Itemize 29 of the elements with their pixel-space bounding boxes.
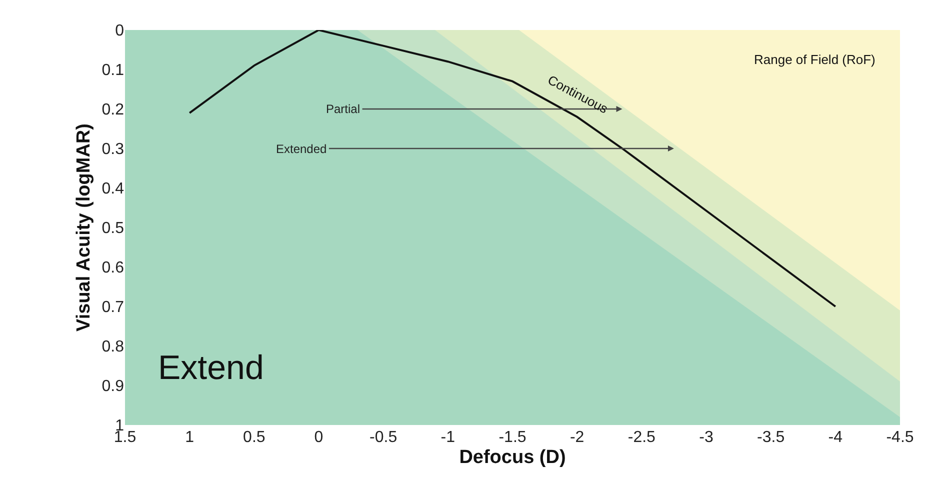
x-tick-label: -4	[828, 429, 843, 446]
line-series	[188, 30, 836, 308]
y-tick-label: 0.7	[102, 299, 124, 316]
annotation: Range of Field (RoF)	[754, 52, 876, 67]
x-tick-label: -3.5	[757, 429, 785, 446]
x-tick-label: -2.5	[628, 429, 656, 446]
x-tick-label: -1.5	[498, 429, 526, 446]
x-tick-label: -4.5	[886, 429, 914, 446]
x-tick-label: -2	[570, 429, 584, 446]
y-tick-label: 0.1	[102, 62, 124, 80]
y-tick-label: 0.9	[102, 378, 124, 396]
x-tick-label: 1	[185, 429, 194, 446]
annotation: Extend	[158, 349, 264, 387]
y-tick-label: 0	[115, 22, 124, 40]
y-tick-label: 0.4	[102, 180, 124, 198]
y-tick-label: 0.5	[102, 220, 124, 238]
x-axis-title: Defocus (D)	[459, 446, 566, 468]
annotation: Extended	[276, 142, 327, 156]
y-tick-label: 0.3	[102, 141, 124, 158]
x-tick-label: -1	[440, 429, 456, 446]
annotation: Partial	[326, 102, 360, 116]
y-axis-title: Visual Acuity (logMAR)	[74, 124, 95, 332]
y-tick-label: 0.6	[102, 260, 124, 277]
x-tick-label: 0.5	[243, 429, 266, 446]
x-tick-label: -0.5	[370, 429, 398, 446]
y-tick-label: 0.8	[102, 338, 124, 356]
x-tick-label: 0	[314, 429, 324, 446]
x-tick-label: -3	[699, 429, 714, 446]
y-tick-label: 0.2	[102, 102, 124, 119]
